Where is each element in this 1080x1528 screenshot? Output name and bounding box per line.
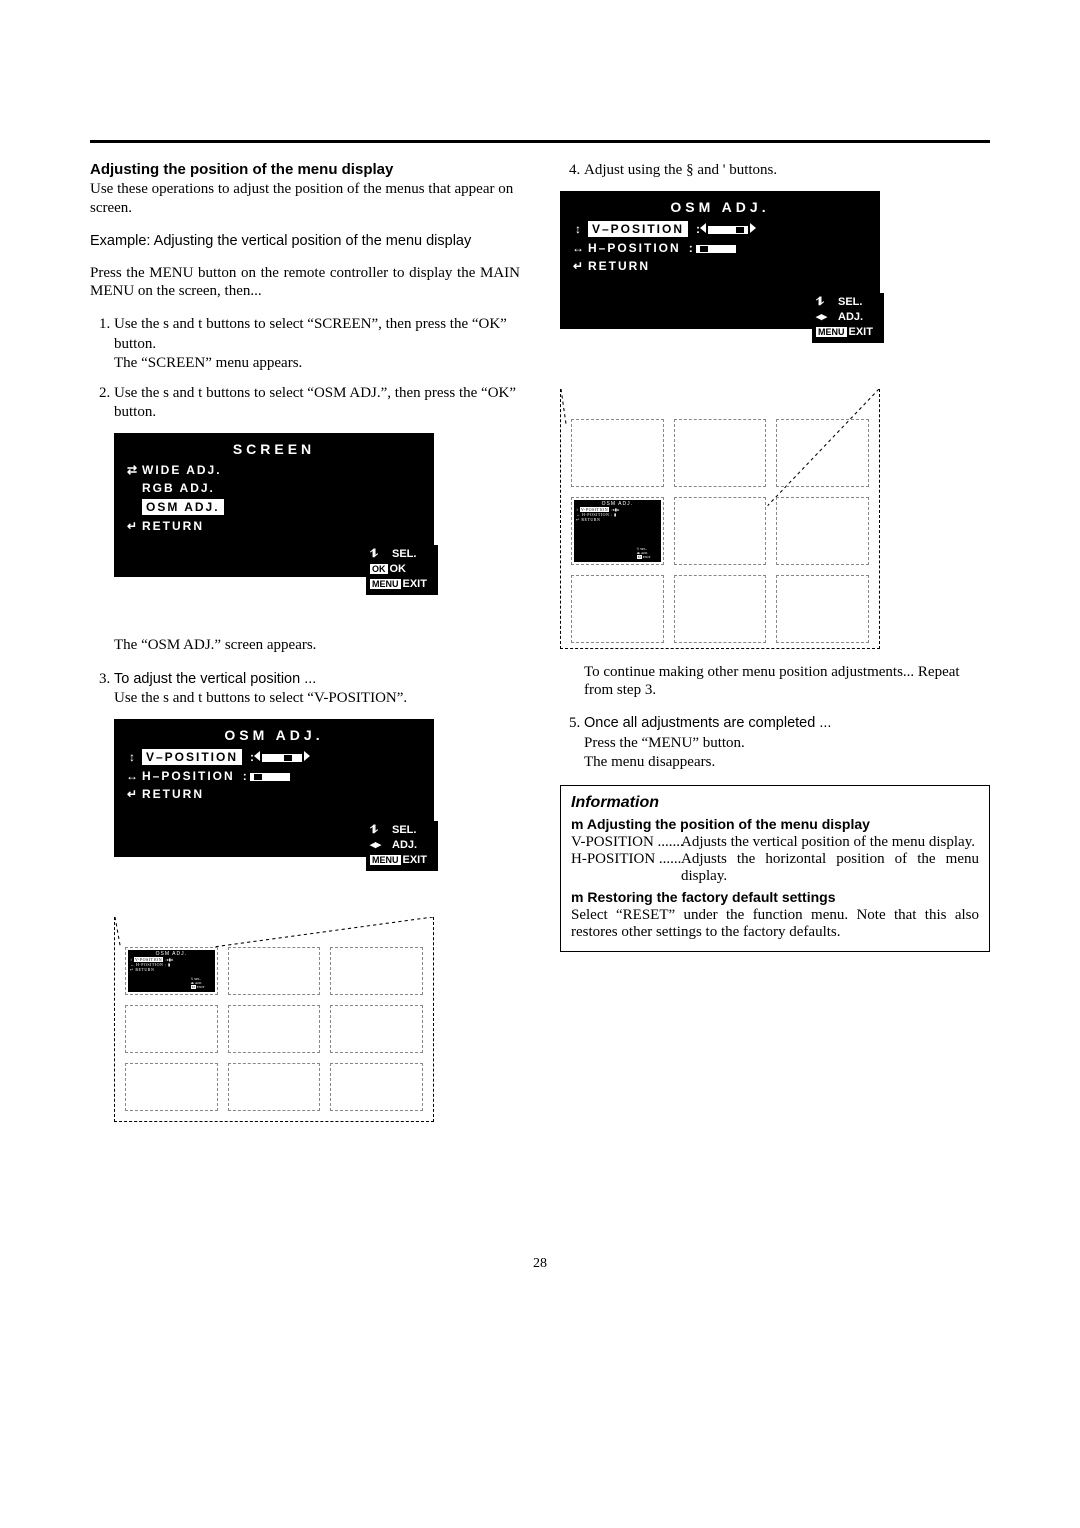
projection-grid-right: OSM ADJ. ↕ V-POSITION :◂▮▸ ↔ H-POSITION … xyxy=(560,389,880,649)
section-heading: Adjusting the position of the menu displ… xyxy=(90,161,520,178)
hpos-icon: ↔ xyxy=(570,241,588,255)
after-screen-text: The “OSM ADJ.” screen appears. xyxy=(114,637,520,654)
ok-icon: OK xyxy=(370,564,388,574)
return-icon: ↵ xyxy=(124,787,142,801)
menu-icon: MENU xyxy=(370,579,401,589)
osd-hpos: H–POSITION xyxy=(142,769,235,783)
press-menu-text: Press the MENU button on the remote cont… xyxy=(90,264,520,302)
legend-row: ◂▸ADJ. xyxy=(816,310,880,325)
updown-icon: ⥮ xyxy=(370,823,392,838)
osd-return: RETURN xyxy=(142,787,204,801)
leftright-icon: ◂▸ xyxy=(370,838,392,853)
wide-icon: ⇄ xyxy=(124,463,142,477)
osd-title: OSM ADJ. xyxy=(116,721,432,747)
menu-icon: MENU xyxy=(816,327,847,337)
example-text: Example: Adjusting the vertical position… xyxy=(90,232,520,250)
info-title: Information xyxy=(571,794,979,812)
menu-icon: MENU xyxy=(370,855,401,865)
legend-row: MENUEXIT xyxy=(816,325,880,340)
legend-row: OKOK xyxy=(370,562,434,577)
updown-icon: ⥮ xyxy=(816,295,838,310)
slider: : xyxy=(696,222,756,236)
info-def-hpos: H-POSITION ...... Adjusts the horizontal… xyxy=(571,851,979,885)
legend-row: ⥮SEL. xyxy=(370,823,434,838)
return-icon: ↵ xyxy=(570,259,588,273)
projection-grid: OSM ADJ. ↕ V-POSITION :◂▮▸ ↔ H-POSITION … xyxy=(114,917,434,1122)
legend-row: ◂▸ADJ. xyxy=(370,838,434,853)
osd-hpos: H–POSITION xyxy=(588,241,681,255)
osd-item: RETURN xyxy=(142,519,204,533)
legend-row: ⥮SEL. xyxy=(816,295,880,310)
step-4: Adjust using the § and ' buttons. xyxy=(584,161,990,181)
info-reset-text: Select “RESET” under the function menu. … xyxy=(571,907,979,941)
osd-vpos-selected: V–POSITION xyxy=(588,221,688,237)
slider: : xyxy=(243,769,290,783)
step-3: To adjust the vertical position ... Use … xyxy=(114,670,520,709)
osd-item: RGB ADJ. xyxy=(142,481,215,495)
osd-item: WIDE ADJ. xyxy=(142,463,222,477)
information-box: Information m Adjusting the position of … xyxy=(560,785,990,952)
after-adjust-text: To continue making other menu position a… xyxy=(584,663,990,701)
legend-row: ⥮SEL. xyxy=(370,547,434,562)
osd-title: SCREEN xyxy=(116,435,432,461)
legend-row: MENUEXIT xyxy=(370,577,434,592)
slider: : xyxy=(689,241,736,255)
updown-icon: ⥮ xyxy=(370,547,392,562)
slider: : xyxy=(250,750,310,764)
legend-row: MENUEXIT xyxy=(370,853,434,868)
osd-vpos-selected: V–POSITION xyxy=(142,749,242,765)
info-subheading: m Adjusting the position of the menu dis… xyxy=(571,816,979,832)
osd-item-selected: OSM ADJ. xyxy=(142,499,224,515)
osd-return: RETURN xyxy=(588,259,650,273)
hpos-icon: ↔ xyxy=(124,769,142,783)
osd-title: OSM ADJ. xyxy=(562,193,878,219)
step-2: Use the s and t buttons to select “OSM A… xyxy=(114,384,520,423)
intro-text: Use these operations to adjust the posit… xyxy=(90,180,520,218)
top-divider xyxy=(90,140,990,143)
leftright-icon: ◂▸ xyxy=(816,310,838,325)
vpos-icon: ↕ xyxy=(124,750,142,764)
step-5: Once all adjustments are completed ... P… xyxy=(584,714,990,773)
return-icon: ↵ xyxy=(124,519,142,533)
page-number: 28 xyxy=(90,1256,990,1272)
info-subheading-2: m Restoring the factory default settings xyxy=(571,889,979,905)
info-def-vpos: V-POSITION ....... Adjusts the vertical … xyxy=(571,834,979,851)
vpos-icon: ↕ xyxy=(570,222,588,236)
step-1: Use the s and t buttons to select “SCREE… xyxy=(114,315,520,374)
